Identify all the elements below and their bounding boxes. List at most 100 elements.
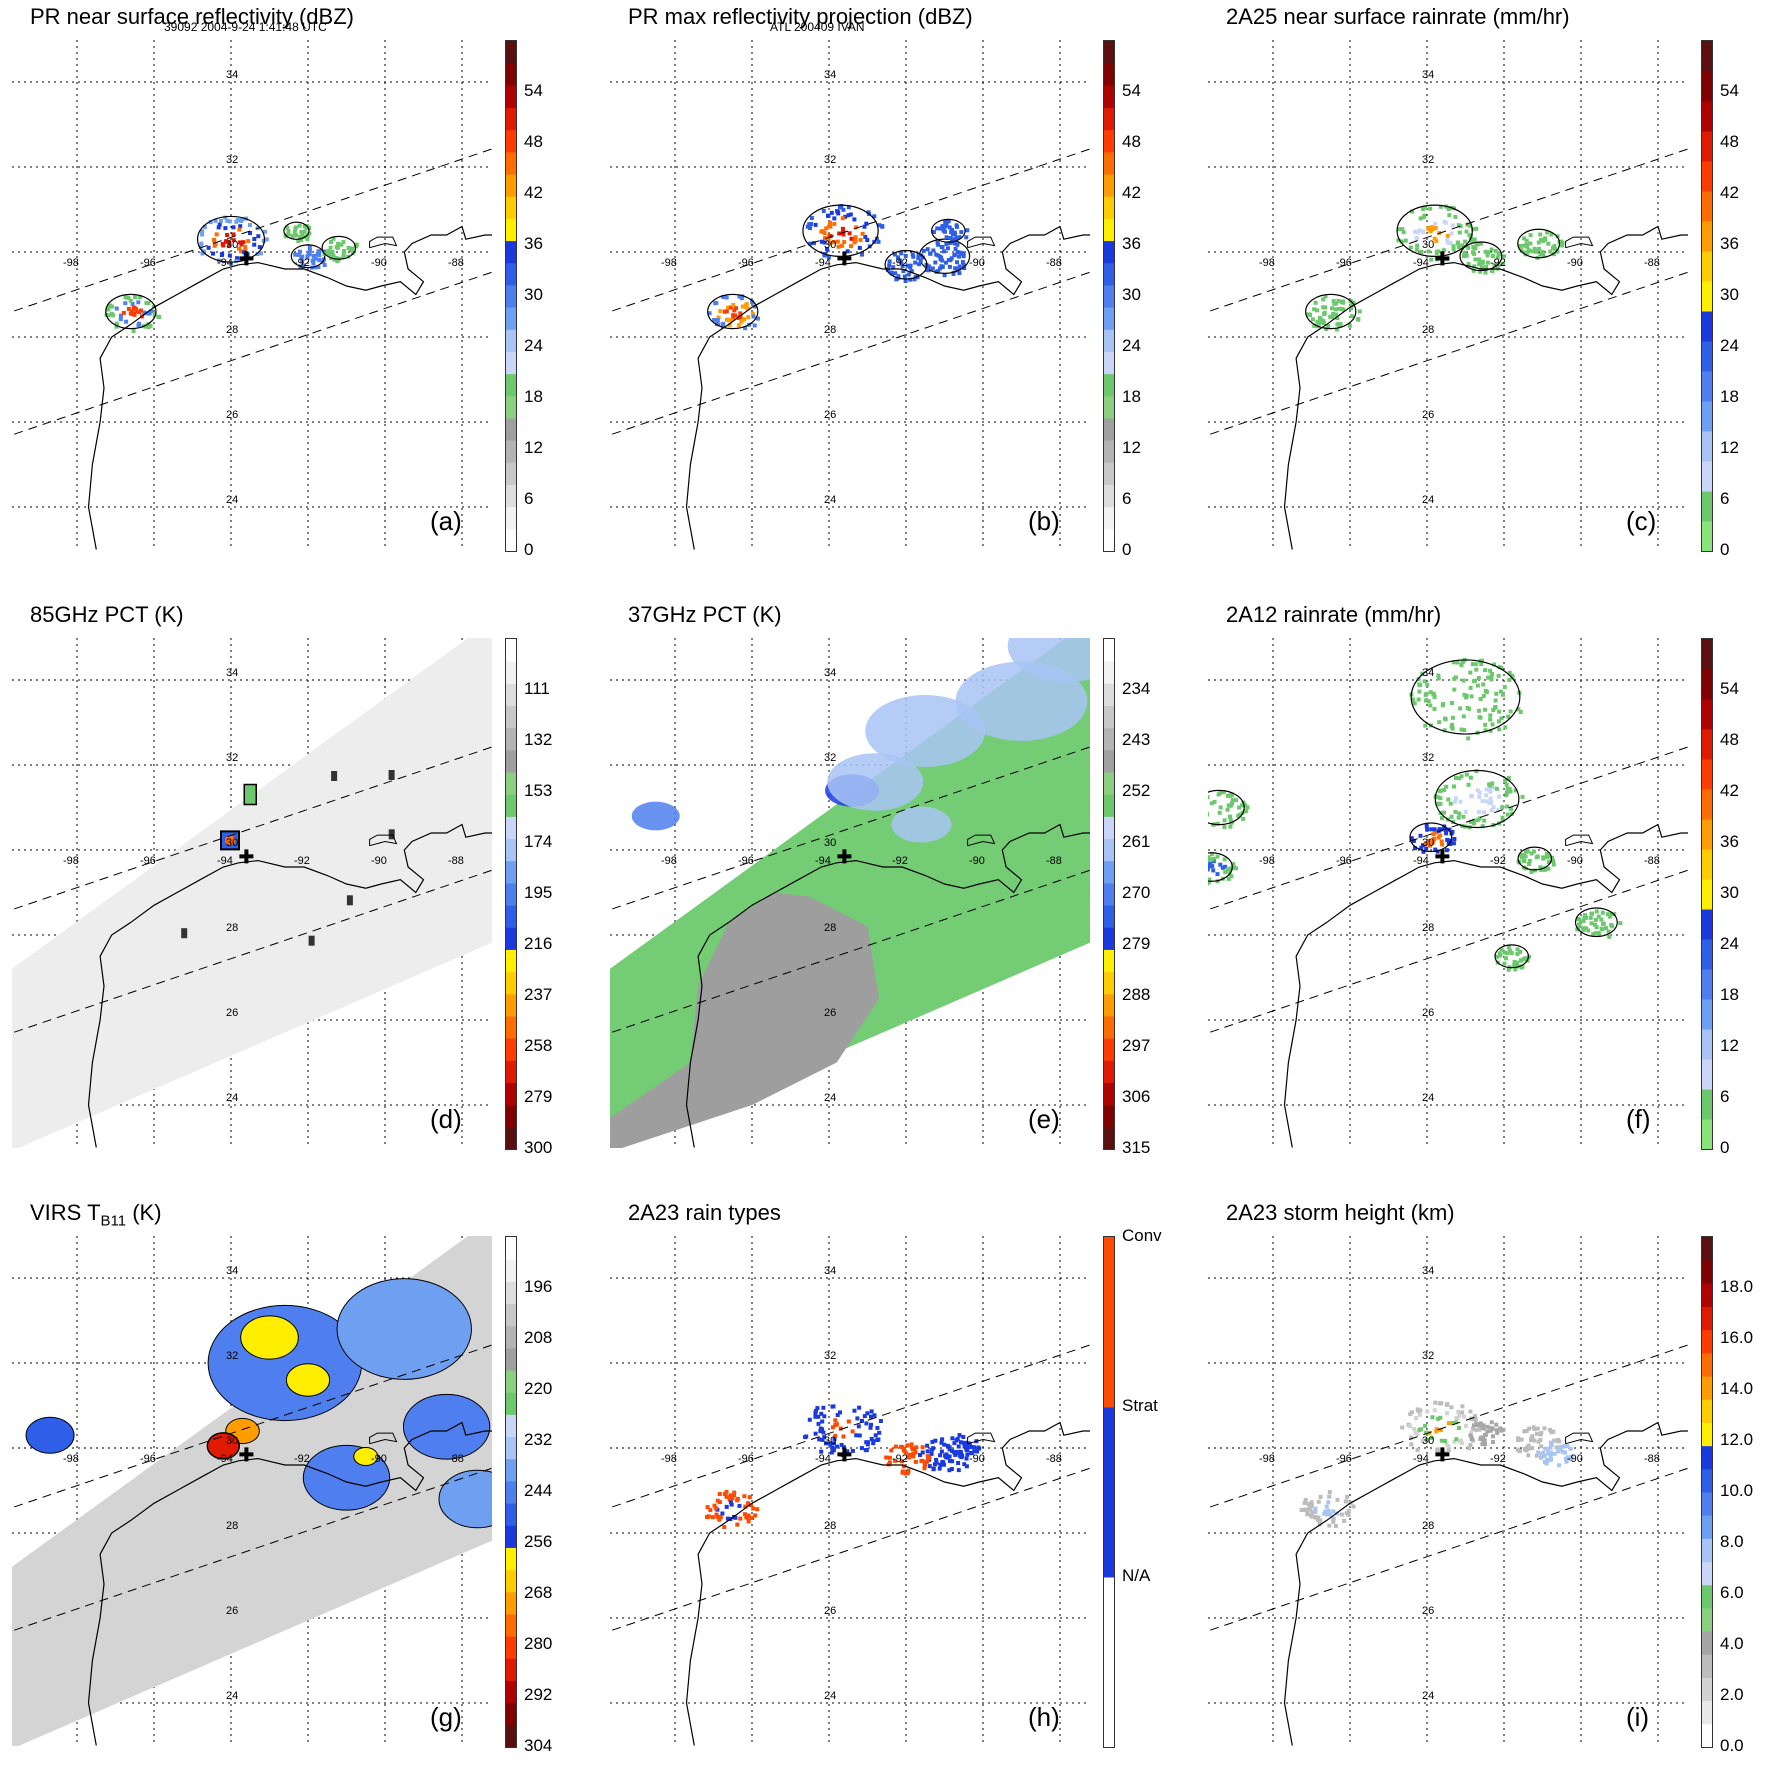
lat-label: 28: [824, 324, 836, 336]
colorbar-tick-label: 12: [1720, 438, 1739, 457]
map-view: 34 32 30 28 26 24 -98 -96 -94 -92 -90 -88: [12, 638, 492, 1148]
lat-label: 26: [226, 1007, 238, 1019]
colorbar-tick-label: 232: [524, 1430, 553, 1449]
panel-i: 2A23 storm height (km) 34 32 30 28 26 24 -98 -96…: [1196, 1196, 1756, 1756]
colorbar-ticks: 196 208 220 232 244 256 268 280 292 304: [524, 1236, 584, 1755]
panel-title: PR near surface reflectivity (dBZ): [30, 4, 354, 29]
map-view: 34 32 30 28 26 24 -98 -96 -94 -92 -90 -88: [610, 1236, 1090, 1746]
lon-label: -92: [294, 1453, 310, 1465]
colorbar: [505, 1236, 517, 1748]
colorbar-tick-label: 30: [524, 285, 543, 304]
lat-label: 32: [1422, 1350, 1434, 1362]
colorbar: [1103, 638, 1115, 1150]
lat-label: 34: [824, 69, 836, 81]
lake-outline: [1565, 236, 1594, 249]
precip-field: [1305, 204, 1565, 332]
lat-label: 32: [824, 752, 836, 764]
colorbar-ticks: 111 132 153 174 195 216 237 258 279 300: [524, 638, 584, 1157]
lon-label: -90: [969, 1453, 985, 1465]
panel-letter: (d): [430, 1104, 462, 1134]
colorbar-tick-label: 237: [524, 985, 553, 1004]
colorbar-tick-label: 48: [1720, 132, 1739, 151]
colorbar-tick-label: 12: [1720, 1036, 1739, 1055]
panel-letter: (e): [1028, 1104, 1060, 1134]
colorbar: [1701, 1236, 1713, 1748]
lat-label: 30: [226, 837, 238, 849]
graticule-labels: 34 32 30 28 26 24 -98 -96 -94 -92 -90 -88: [63, 1265, 464, 1702]
colorbar-tick-label: 18: [524, 387, 543, 406]
lat-label: 34: [824, 667, 836, 679]
lat-label: 26: [1422, 1605, 1434, 1617]
colorbar-tick-label: 0: [1720, 540, 1730, 559]
lat-label: 30: [226, 239, 238, 251]
lon-label: -96: [1336, 855, 1352, 867]
colorbar-tick-label: 292: [524, 1685, 553, 1704]
lon-label: -90: [371, 855, 387, 867]
colorbar-tick-label: 24: [1720, 336, 1739, 355]
graticule-labels: 34 32 30 28 26 24 -98 -96 -94 -92 -90 -88: [63, 69, 464, 506]
colorbar-tick-label: 288: [1122, 985, 1151, 1004]
lat-label: 34: [1422, 69, 1434, 81]
colorbar-ticks: 54 48 42 36 30 24 18 12 6 0: [524, 40, 584, 559]
lon-label: -94: [1413, 855, 1429, 867]
lake-outline: [967, 1432, 996, 1445]
lon-label: -94: [217, 1453, 233, 1465]
lon-label: -94: [815, 855, 831, 867]
colorbar-tick-label: 111: [524, 679, 550, 698]
colorbar-tick-label: 14.0: [1720, 1379, 1754, 1398]
precip-field: [707, 204, 971, 331]
colorbar-tick-label: 6: [1720, 489, 1730, 508]
panel-a: PR near surface reflectivity (dBZ) 34 32 30…: [0, 0, 560, 560]
lon-label: -90: [371, 257, 387, 269]
colorbar-tick-label: 2.0: [1720, 1685, 1744, 1704]
lat-label: 30: [1422, 239, 1434, 251]
panel-title-main: VIRS T: [30, 1200, 101, 1225]
storm-center-marker: [837, 251, 852, 266]
storm-center-marker: [837, 849, 852, 864]
lake-outline: [967, 236, 996, 249]
colorbar-tick-label: 42: [1122, 183, 1141, 202]
lat-label: 32: [824, 154, 836, 166]
lat-label: 34: [226, 69, 238, 81]
coastline: [1283, 225, 1688, 550]
lat-label: 28: [824, 1520, 836, 1532]
lake-outline: [369, 236, 398, 249]
lon-label: -98: [63, 855, 79, 867]
colorbar-tick-label: 315: [1122, 1138, 1151, 1157]
colorbar-tick-label: 306: [1122, 1087, 1151, 1106]
graticule: [1208, 1236, 1688, 1746]
colorbar-tick-label: 12.0: [1720, 1430, 1754, 1449]
panel-letter: (f): [1626, 1104, 1651, 1134]
colorbar-tick-label: 0: [1122, 540, 1132, 559]
colorbar: [1701, 638, 1713, 1150]
lat-label: 26: [226, 409, 238, 421]
panel-letter: (i): [1626, 1702, 1650, 1732]
lon-label: -90: [1567, 1453, 1583, 1465]
lat-label: 24: [1422, 1690, 1434, 1702]
graticule: [1208, 638, 1688, 1148]
panel-letter: (b): [1028, 506, 1060, 536]
graticule: [610, 1236, 1090, 1746]
lat-label: 32: [226, 752, 238, 764]
lat-label: 26: [1422, 409, 1434, 421]
lat-label: 24: [226, 1690, 238, 1702]
colorbar: [1701, 40, 1713, 552]
panel-title: 2A23 rain types: [628, 1200, 781, 1225]
lon-label: -92: [294, 855, 310, 867]
storm-center-marker: [837, 1447, 852, 1462]
lat-label: 26: [1422, 1007, 1434, 1019]
lat-label: 28: [1422, 1520, 1434, 1532]
colorbar-tick-label: 30: [1720, 285, 1739, 304]
coastline: [87, 1421, 492, 1746]
graticule-labels: 34 32 30 28 26 24 -98 -96 -94 -92 -90 -88: [1259, 69, 1660, 506]
figure-header: 39092 2004-9-24 1:41:48 UTC ATL 200409 I…: [0, 0, 1771, 40]
colorbar-tick-label: 0.0: [1720, 1736, 1744, 1755]
map-view: 34 32 30 28 26 24 -98 -96 -94 -92 -90 -88: [1208, 40, 1688, 550]
lake-outline: [369, 834, 398, 847]
colorbar-tick-label: 12: [524, 438, 543, 457]
lat-label: 34: [226, 1265, 238, 1277]
graticule: [12, 40, 492, 550]
coastline: [87, 823, 492, 1148]
lat-label: 24: [226, 494, 238, 506]
colorbar-tick-label: 12: [1122, 438, 1141, 457]
